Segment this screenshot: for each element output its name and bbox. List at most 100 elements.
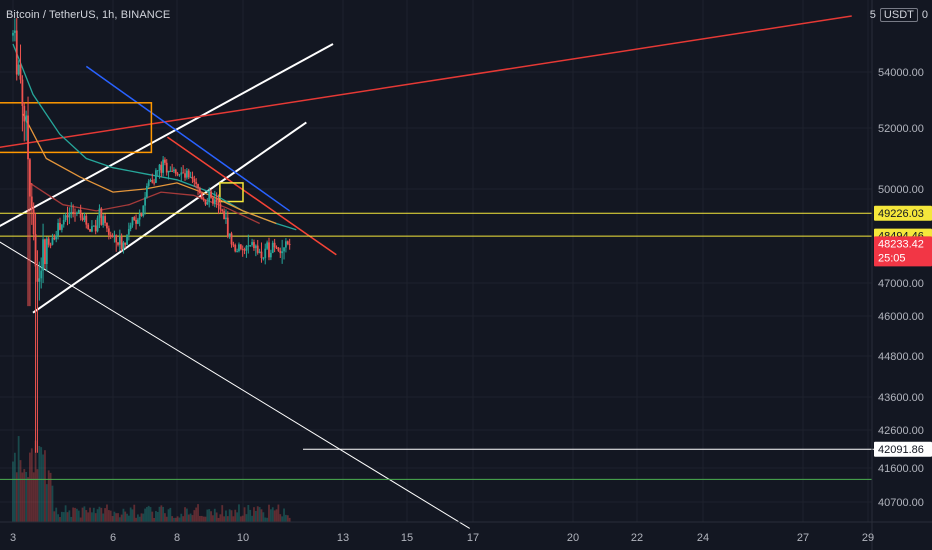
volume-bar — [94, 513, 97, 522]
volume-bar — [68, 510, 71, 522]
candle-body — [195, 182, 198, 185]
volume-bar — [210, 511, 212, 522]
candle-body — [117, 242, 119, 245]
candle-body — [111, 236, 114, 238]
price-label: 48233.42 — [878, 238, 924, 250]
volume-bar — [25, 471, 28, 522]
candle-body — [247, 245, 250, 247]
candle-body — [44, 239, 46, 265]
volume-bar — [47, 470, 50, 522]
volume-bar — [64, 505, 67, 522]
candle-body — [234, 245, 237, 252]
volume-bar — [75, 508, 78, 522]
candle-body — [251, 242, 253, 246]
candle-body — [208, 191, 211, 203]
candle-body — [13, 30, 16, 33]
volume-bar — [279, 514, 282, 522]
candles-layer — [12, 17, 291, 453]
candle-body — [53, 237, 56, 240]
candle-body — [122, 242, 125, 250]
volume-bar — [79, 517, 82, 522]
volume-bar — [145, 507, 148, 522]
volume-bar — [271, 507, 274, 522]
candle-body — [106, 222, 108, 229]
volume-bar — [89, 507, 91, 522]
candle-body — [213, 199, 216, 204]
candle-body — [135, 219, 137, 224]
volume-bar — [264, 517, 267, 522]
volume-bar — [226, 516, 229, 522]
candle-body — [124, 242, 127, 245]
candle-body — [184, 173, 186, 178]
candle-body — [55, 235, 58, 240]
candle-body — [279, 250, 282, 254]
candle-body — [19, 64, 22, 80]
candle-body — [249, 245, 252, 247]
candle-body — [180, 172, 183, 175]
price-axis-tick: 52000.00 — [878, 123, 924, 135]
volume-bar — [72, 507, 75, 522]
volume-bar — [149, 507, 152, 522]
volume-bar — [62, 512, 65, 522]
candle-body — [92, 225, 95, 227]
drawings-layer[interactable] — [0, 15, 881, 529]
candle-body — [57, 222, 60, 236]
volume-bar — [156, 511, 159, 522]
volume-bar — [29, 452, 31, 522]
volume-bar — [160, 505, 163, 522]
volume-bar — [144, 508, 146, 522]
volume-bar — [204, 516, 207, 522]
candle-body — [156, 170, 159, 172]
candle-body — [72, 211, 75, 213]
candle-body — [182, 172, 185, 174]
volume-bar — [129, 507, 132, 522]
volume-bar — [87, 512, 90, 522]
volume-bar — [230, 510, 233, 522]
trend-line — [85, 65, 291, 212]
volume-bar — [158, 506, 161, 522]
volume-bar — [247, 504, 250, 522]
candle-body — [140, 213, 143, 216]
candle-body — [212, 197, 214, 204]
candle-body — [149, 180, 152, 182]
candle-body — [281, 251, 284, 254]
currency-selector[interactable]: 5 USDT 0 — [870, 8, 928, 22]
price-countdown: 25:05 — [878, 252, 906, 264]
volume-bar — [185, 508, 188, 522]
time-axis-tick: 22 — [631, 532, 643, 544]
candle-body — [32, 209, 35, 235]
symbol-title[interactable]: Bitcoin / TetherUS, 1h, BINANCE — [6, 9, 171, 21]
volume-bar — [21, 472, 24, 522]
candle-body — [260, 251, 263, 259]
candle-body — [145, 185, 148, 198]
volume-bar — [228, 509, 231, 522]
rectangle-drawing — [0, 102, 153, 154]
volume-bar — [249, 509, 252, 522]
candle-body — [109, 234, 112, 237]
candle-body — [178, 174, 181, 176]
candle-body — [155, 170, 157, 183]
candle-body — [36, 266, 39, 282]
volume-bar — [15, 472, 18, 522]
candle-body — [241, 248, 244, 250]
volume-bar — [111, 516, 114, 522]
volume-bar — [109, 510, 112, 522]
candle-body — [173, 169, 175, 172]
candle-body — [129, 225, 132, 230]
candle-body — [236, 251, 239, 253]
volume-bar — [32, 472, 35, 522]
candle-body — [225, 217, 227, 220]
candle-body — [232, 244, 235, 246]
price-axis-tick: 42600.00 — [878, 425, 924, 437]
price-axis-tick: 43600.00 — [878, 392, 924, 404]
currency-button[interactable]: USDT — [879, 8, 918, 22]
channel-line — [32, 121, 307, 314]
volume-bar — [115, 513, 118, 522]
volume-bar — [288, 517, 291, 522]
candle-body — [91, 226, 93, 232]
candle-body — [189, 176, 192, 178]
trend-line — [0, 241, 470, 529]
candle-body — [199, 188, 201, 194]
